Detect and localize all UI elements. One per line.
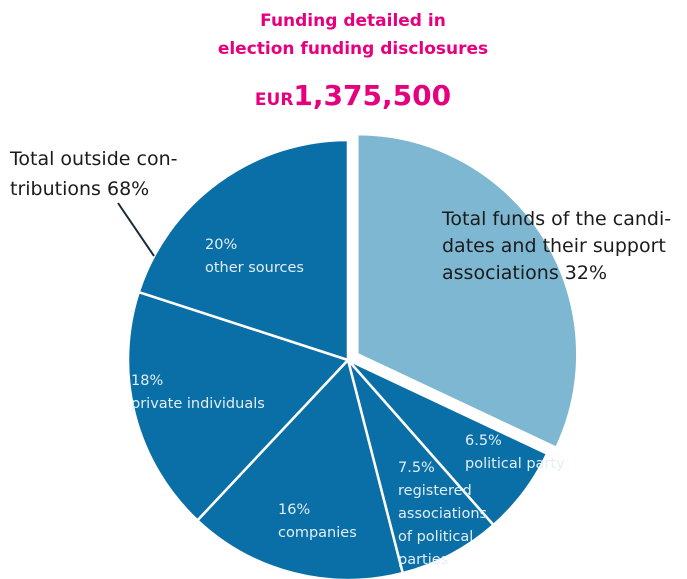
- slice-value-label: 6.5%: [465, 433, 502, 449]
- chart-title: Funding detailed in: [260, 11, 446, 31]
- leader-line: [117, 202, 155, 257]
- total-unit: EUR: [255, 90, 294, 110]
- slice-category-label: private individuals: [131, 396, 265, 412]
- slice-category-label: companies: [278, 525, 357, 541]
- slice-category-label: political party: [465, 456, 565, 472]
- slice-value-label: 18%: [131, 373, 163, 389]
- pie-slice: [356, 132, 579, 450]
- annotation: Total outside con-: [9, 148, 177, 170]
- total: EUR1,375,500: [255, 79, 451, 112]
- chart-title: election funding disclosures: [218, 39, 488, 59]
- annotation: Total funds of the candi-: [441, 208, 671, 230]
- slice-value-label: 20%: [205, 237, 237, 253]
- pie-slice: [346, 359, 496, 575]
- annotation: associations 32%: [442, 262, 607, 284]
- slice-category-label: registered associations of political partie…: [398, 483, 487, 568]
- total-amount: 1,375,500: [293, 79, 451, 112]
- slice-value-label: 16%: [278, 502, 310, 518]
- slice-value-label: 7.5%: [398, 460, 435, 476]
- pie-slice: [126, 290, 351, 523]
- slice-category-label: other sources: [205, 260, 304, 276]
- pie-slice: [195, 357, 405, 579]
- annotation: dates and their support: [442, 235, 666, 257]
- pie: [126, 132, 579, 579]
- annotation: tributions 68%: [10, 178, 149, 200]
- pie-slice: [137, 138, 350, 362]
